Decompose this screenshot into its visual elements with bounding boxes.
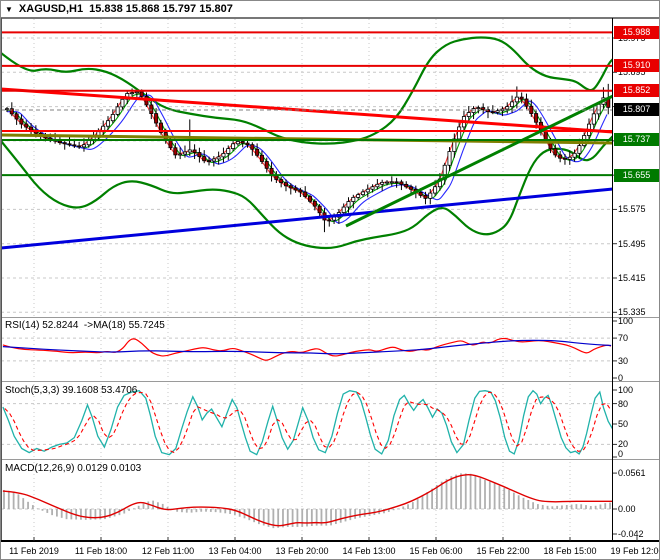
main-chart-panel xyxy=(1,19,613,316)
price-level-badge-15.737: 15.737 xyxy=(614,133,659,147)
time-tick-label: 11 Feb 18:00 xyxy=(74,546,128,556)
time-tick-label: 14 Feb 13:00 xyxy=(342,546,396,556)
rsi-ma-line xyxy=(2,339,612,355)
rsi-panel xyxy=(1,320,613,380)
macd-tick-label: -0.042 xyxy=(618,529,644,539)
price-tick-label: 15.575 xyxy=(618,204,646,215)
stochastic-panel xyxy=(1,384,613,458)
price-level-badge-15.910: 15.910 xyxy=(614,59,659,73)
ascending-green-trendline xyxy=(345,94,613,228)
ma-mid-line xyxy=(6,93,608,223)
symbol-dropdown-icon[interactable]: ▼ xyxy=(5,4,13,14)
time-tick-label: 15 Feb 06:00 xyxy=(409,546,463,556)
price-tick-label: 15.415 xyxy=(618,272,646,283)
stochastic-indicator-label: Stoch(5,3,3) 39.1608 53.4706 xyxy=(5,385,138,396)
price-level-badge-15.807: 15.807 xyxy=(614,103,659,117)
stoch-tick-label: 80 xyxy=(618,398,629,409)
macd-tick-label: 0.00 xyxy=(618,504,636,514)
price-scale[interactable]: 15.97515.89515.81515.73515.65515.57515.4… xyxy=(613,18,659,541)
chart-header: ▼ XAGUSD,H1 15.838 15.868 15.797 15.807 xyxy=(1,1,659,18)
time-tick-label: 15 Feb 22:00 xyxy=(476,546,530,556)
time-tick-label: 18 Feb 15:00 xyxy=(543,546,597,556)
ohlc-values: 15.838 15.868 15.797 15.807 xyxy=(89,3,233,15)
time-tick-label: 13 Feb 20:00 xyxy=(275,546,329,556)
price-level-badge-15.988: 15.988 xyxy=(614,25,659,39)
rsi-tick-label: 0 xyxy=(618,373,624,383)
rsi-indicator-label: RSI(14) 52.8244 ->MA(18) 55.7245 xyxy=(5,320,165,331)
time-axis[interactable]: 11 Feb 2019 11 Feb 18:00 12 Feb 11:00 13 Fe… xyxy=(1,541,660,559)
ascending-blue-trendline xyxy=(1,187,613,250)
rsi-tick-label: 70 xyxy=(618,333,629,344)
time-tick-label: 11 Feb 2019 xyxy=(9,546,59,556)
macd-tick-label: 0.0561 xyxy=(618,468,646,479)
time-tick-label: 13 Feb 04:00 xyxy=(208,546,262,556)
price-level-badge-15.852: 15.852 xyxy=(614,84,659,98)
bollinger-lower-band xyxy=(1,135,613,250)
stoch-tick-label: 50 xyxy=(618,419,629,429)
bollinger-upper-band xyxy=(1,36,613,145)
stoch-d-line xyxy=(4,391,612,454)
rsi-tick-label: 30 xyxy=(618,355,629,366)
time-tick-label: 19 Feb 12:00 xyxy=(610,546,660,556)
candlesticks xyxy=(5,83,611,233)
stoch-tick-label: 0 xyxy=(618,449,624,459)
price-tick-label: 15.495 xyxy=(618,238,646,249)
macd-signal-line xyxy=(2,474,613,527)
rsi-tick-label: 100 xyxy=(618,316,634,326)
stoch-k-line xyxy=(2,389,613,456)
macd-indicator-label: MACD(12,26,9) 0.0129 0.0103 xyxy=(5,463,142,474)
macd-panel xyxy=(1,462,613,540)
stoch-tick-label: 100 xyxy=(618,385,634,395)
price-level-badge-15.655: 15.655 xyxy=(614,168,659,182)
price-tick-label: 15.335 xyxy=(618,307,646,318)
stoch-tick-label: 20 xyxy=(618,439,629,450)
time-tick-label: 12 Feb 11:00 xyxy=(141,546,195,556)
rsi-rsi-line xyxy=(2,337,612,361)
symbol-timeframe-label: XAGUSD,H1 xyxy=(18,3,84,15)
descending-red-trendline xyxy=(1,87,613,134)
